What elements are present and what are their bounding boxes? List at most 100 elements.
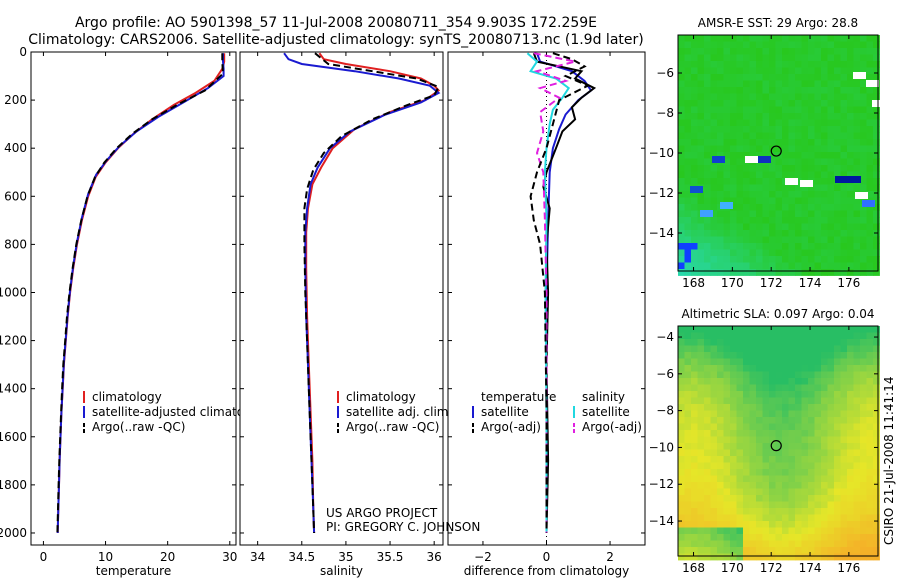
heatmap-cell	[788, 139, 796, 146]
heatmap-cell	[710, 178, 718, 185]
heatmap-cell	[691, 249, 698, 257]
heatmap-cell	[834, 119, 841, 127]
heatmap-cell	[782, 217, 789, 224]
heatmap-cell	[808, 423, 815, 431]
heatmap-cell	[769, 410, 776, 418]
heatmap-cell	[736, 269, 744, 276]
x-axis-label: temperature	[96, 564, 171, 578]
heatmap-cell	[847, 132, 854, 140]
heatmap-cell	[730, 269, 737, 276]
heatmap-cell	[866, 365, 874, 372]
heatmap-cell	[821, 397, 828, 405]
heatmap-cell	[749, 456, 757, 463]
heatmap-cell	[827, 249, 835, 257]
heatmap-cell	[840, 262, 848, 270]
heatmap-cell	[814, 74, 822, 81]
heatmap-cell	[678, 475, 685, 483]
heatmap-cell	[827, 332, 835, 340]
heatmap-cell	[795, 165, 802, 172]
sst-data-patch	[866, 80, 879, 87]
heatmap-cell	[840, 501, 848, 509]
heatmap-cell	[847, 443, 854, 450]
heatmap-cell	[756, 197, 763, 205]
heatmap-cell	[684, 100, 692, 107]
heatmap-cell	[860, 365, 867, 372]
legend-label: satellite-adjusted climatology	[92, 405, 270, 419]
y-tick-label: 600	[4, 189, 27, 203]
heatmap-cell	[691, 488, 698, 496]
heatmap-cell	[678, 191, 685, 198]
heatmap-cell	[769, 223, 776, 231]
heatmap-cell	[795, 553, 802, 561]
heatmap-cell	[801, 269, 809, 276]
heatmap-cell	[736, 332, 744, 340]
heatmap-cell	[710, 449, 718, 457]
heatmap-cell	[814, 217, 822, 224]
heatmap-cell	[684, 469, 692, 476]
heatmap-cell	[860, 547, 867, 554]
heatmap-cell	[743, 553, 750, 561]
heatmap-cell	[782, 243, 789, 250]
heatmap-cell	[749, 191, 757, 198]
heatmap-cell	[808, 93, 815, 101]
heatmap-cell	[756, 139, 763, 146]
heatmap-cell	[678, 384, 685, 392]
heatmap-cell	[756, 391, 763, 398]
heatmap-cell	[775, 100, 783, 107]
heatmap-cell	[834, 547, 841, 554]
heatmap-cell	[873, 184, 880, 192]
heatmap-cell	[847, 391, 854, 398]
heatmap-cell	[873, 87, 880, 94]
heatmap-cell	[717, 352, 724, 359]
heatmap-cell	[749, 184, 757, 192]
heatmap-cell	[723, 197, 731, 205]
heatmap-cell	[678, 184, 685, 192]
heatmap-cell	[808, 217, 815, 224]
heatmap-cell	[834, 508, 841, 515]
heatmap-cell	[691, 534, 698, 541]
heatmap-cell	[834, 93, 841, 101]
heatmap-cell	[808, 139, 815, 146]
heatmap-cell	[756, 423, 763, 431]
heatmap-cell	[808, 184, 815, 192]
heatmap-cell	[769, 449, 776, 457]
heatmap-cell	[704, 469, 711, 476]
heatmap-cell	[756, 54, 763, 62]
heatmap-cell	[736, 48, 744, 55]
heatmap-cell	[873, 365, 880, 372]
heatmap-cell	[762, 475, 770, 483]
heatmap-cell	[769, 262, 776, 270]
heatmap-cell	[762, 74, 770, 81]
heatmap-cell	[801, 217, 809, 224]
heatmap-cell	[717, 410, 724, 418]
heatmap-cell	[795, 430, 802, 437]
heatmap-cell	[866, 204, 874, 211]
heatmap-cell	[710, 534, 718, 541]
project-label: US ARGO PROJECT	[326, 506, 438, 520]
heatmap-cell	[769, 113, 776, 120]
heatmap-cell	[697, 449, 705, 457]
heatmap-cell	[697, 93, 705, 101]
heatmap-cell	[743, 256, 750, 263]
heatmap-cell	[821, 417, 828, 424]
heatmap-cell	[691, 41, 698, 49]
heatmap-cell	[775, 488, 783, 496]
heatmap-cell	[736, 184, 744, 192]
heatmap-cell	[691, 540, 698, 548]
heatmap-cell	[723, 184, 731, 192]
heatmap-cell	[840, 404, 848, 411]
heatmap-cell	[866, 404, 874, 411]
heatmap-cell	[866, 139, 874, 146]
heatmap-cell	[782, 534, 789, 541]
heatmap-cell	[873, 165, 880, 172]
heatmap-cell	[736, 475, 744, 483]
heatmap-cell	[814, 534, 822, 541]
heatmap-cell	[736, 93, 744, 101]
heatmap-cell	[769, 514, 776, 522]
heatmap-cell	[704, 106, 711, 114]
heatmap-cell	[704, 553, 711, 561]
heatmap-cell	[691, 191, 698, 198]
heatmap-cell	[775, 547, 783, 554]
heatmap-cell	[860, 404, 867, 411]
heatmap-cell	[808, 417, 815, 424]
